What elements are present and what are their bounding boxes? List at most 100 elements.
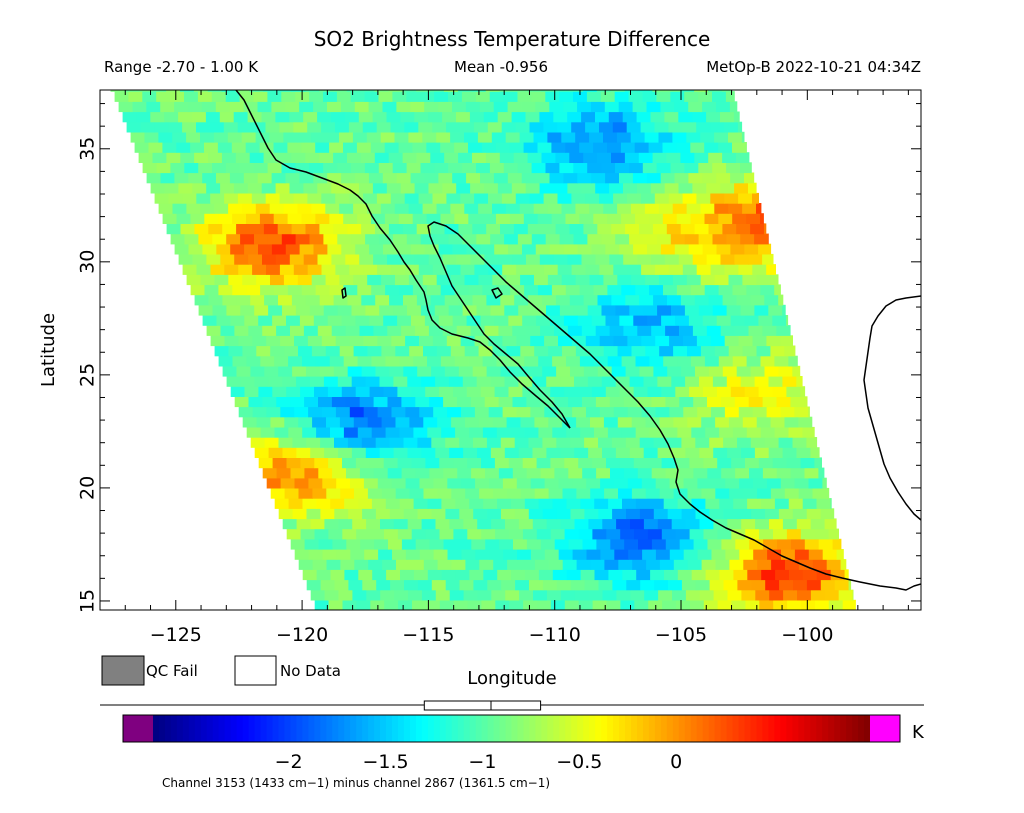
swath-cell <box>322 477 337 489</box>
swath-cell <box>347 223 362 235</box>
swath-cell <box>489 549 504 560</box>
swath-cell <box>559 233 575 245</box>
swath-cell <box>633 315 648 326</box>
swath-cell <box>363 335 378 347</box>
swath-cell <box>694 90 709 92</box>
swath-cell <box>246 213 261 224</box>
swath-cell <box>464 131 479 143</box>
swath-cell <box>589 203 604 214</box>
swath-cell <box>486 223 501 235</box>
swath-cell <box>706 253 722 265</box>
swath-cell <box>315 142 330 153</box>
swath-cell <box>684 304 700 316</box>
swath-cell <box>742 416 758 428</box>
swath-cell <box>469 569 484 581</box>
colorbar <box>123 715 900 742</box>
swath-cell <box>682 192 698 204</box>
swath-cell <box>508 315 523 326</box>
swath-cell <box>413 355 428 367</box>
swath-cell <box>313 101 328 113</box>
swath-cell <box>688 315 704 326</box>
swath-cell <box>380 589 395 601</box>
swath-cell <box>649 355 664 367</box>
swath-cell <box>689 599 705 610</box>
swath-cell <box>626 121 642 133</box>
swath-cell <box>540 396 555 408</box>
swath-cell <box>814 599 830 610</box>
swath-cell <box>384 142 400 153</box>
swath-cell <box>518 447 534 458</box>
swath-cell <box>511 182 527 194</box>
swath-cell <box>152 90 167 92</box>
swath-cell <box>271 243 287 255</box>
colorbar-step <box>517 715 524 742</box>
swath-cell <box>487 579 502 591</box>
colorbar-step <box>750 715 757 742</box>
swath-cell <box>214 203 229 214</box>
swath-cell <box>321 192 336 204</box>
swath-cell <box>536 315 551 326</box>
swath-cell <box>506 487 522 499</box>
swath-cell <box>540 467 556 479</box>
swath-cell <box>174 101 189 113</box>
swath-cell <box>184 91 199 102</box>
swath-cell <box>616 589 631 601</box>
swath-cell <box>515 192 531 204</box>
swath-cell <box>510 498 526 509</box>
swath-cell <box>372 569 387 581</box>
swath-cell <box>603 274 618 286</box>
swath-cell <box>246 355 261 367</box>
swath-cell <box>581 111 596 123</box>
swath-cell <box>274 498 290 509</box>
swath-cell <box>594 498 609 509</box>
swath-cell <box>710 192 725 204</box>
swath-cell <box>359 325 374 336</box>
swath-cell <box>448 376 464 387</box>
swath-cell <box>601 233 616 245</box>
swath-cell <box>335 192 350 204</box>
swath-cell <box>643 233 658 245</box>
swath-cell <box>746 426 762 438</box>
swath-cell <box>608 111 624 123</box>
swath-cell <box>776 396 791 408</box>
swath-cell <box>514 508 530 520</box>
swath-cell <box>653 294 668 306</box>
x-axis-label: Longitude <box>467 668 557 689</box>
swath-cell <box>716 386 732 397</box>
swath-cell <box>586 91 602 102</box>
swath-cell <box>347 365 363 377</box>
swath-cell <box>663 355 678 367</box>
swath-cell <box>777 538 792 550</box>
swath-cell <box>418 264 434 275</box>
swath-cell <box>345 325 361 336</box>
swath-cell <box>239 162 255 174</box>
swath-cell <box>196 264 211 275</box>
swath-cell <box>564 528 580 540</box>
swath-cell <box>507 101 523 113</box>
swath-cell <box>286 457 301 469</box>
swath-cell <box>733 498 748 509</box>
swath-cell <box>513 152 529 163</box>
swath-cell <box>612 121 628 133</box>
swath-cell <box>724 264 739 275</box>
swath-cell <box>327 243 342 255</box>
swath-cell <box>370 142 386 153</box>
swath-cell <box>254 447 270 458</box>
swath-cell <box>376 579 391 591</box>
swath-cell <box>367 274 382 286</box>
swath-cell <box>668 264 684 275</box>
swath-cell <box>461 549 476 560</box>
swath-cell <box>448 162 463 174</box>
swath-cell <box>405 406 420 418</box>
swath-cell <box>628 162 644 174</box>
colorbar-step <box>164 715 172 742</box>
swath-cell <box>516 335 531 347</box>
swath-cell <box>563 315 579 326</box>
swath-cell <box>272 457 288 469</box>
swath-cell <box>560 518 576 530</box>
swath-cell <box>240 233 255 245</box>
swath-cell <box>569 90 584 92</box>
swath-cell <box>496 284 511 296</box>
swath-cell <box>834 579 850 591</box>
